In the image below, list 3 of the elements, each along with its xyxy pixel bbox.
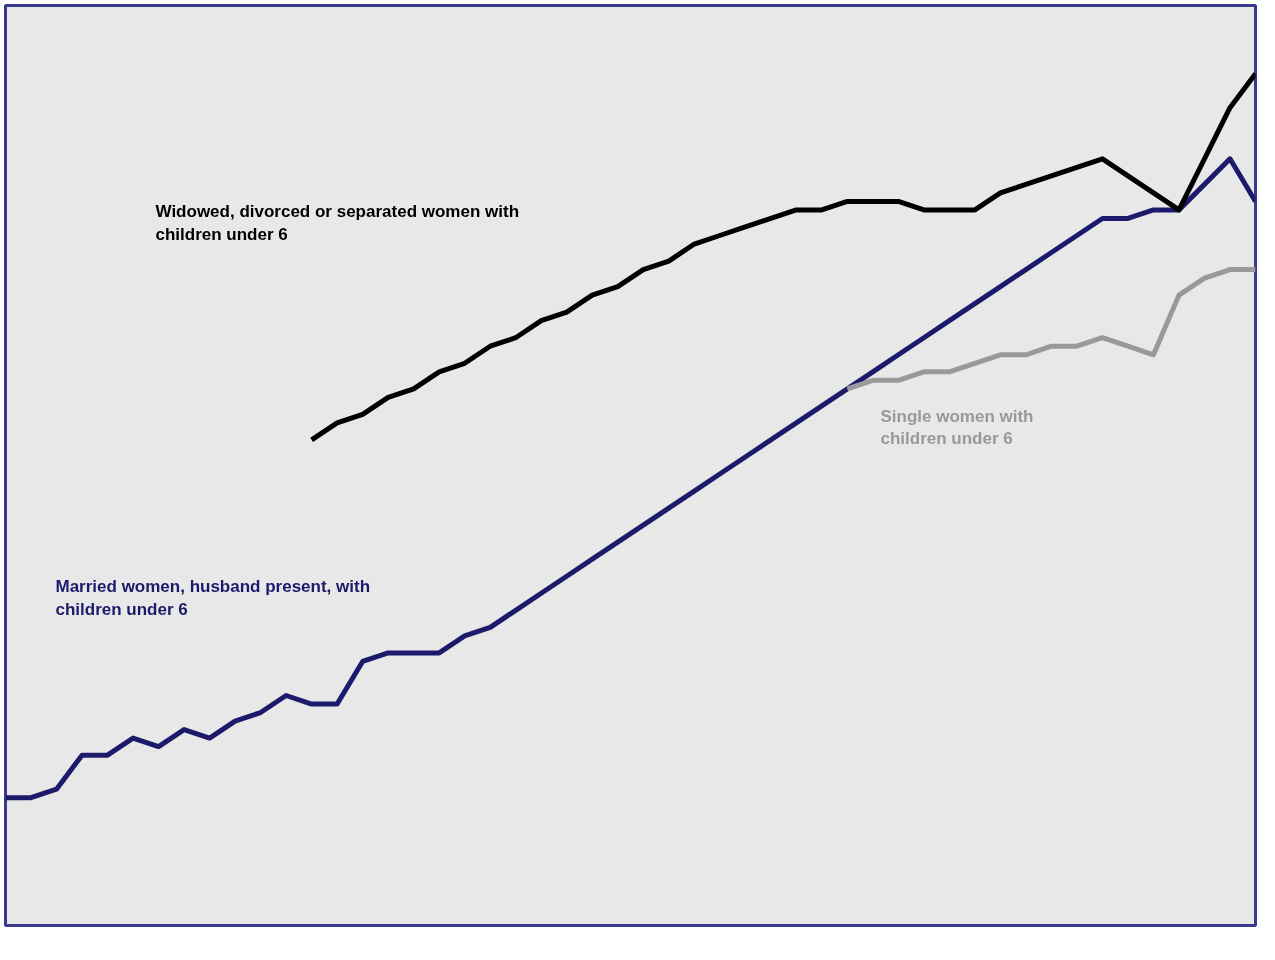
annotation: Married women, husband present, with children under 6 [55, 577, 371, 619]
annotation: Widowed, divorced or separated women with children under 6 [155, 202, 520, 245]
annotation: Single women with children under 6 [880, 406, 1034, 449]
